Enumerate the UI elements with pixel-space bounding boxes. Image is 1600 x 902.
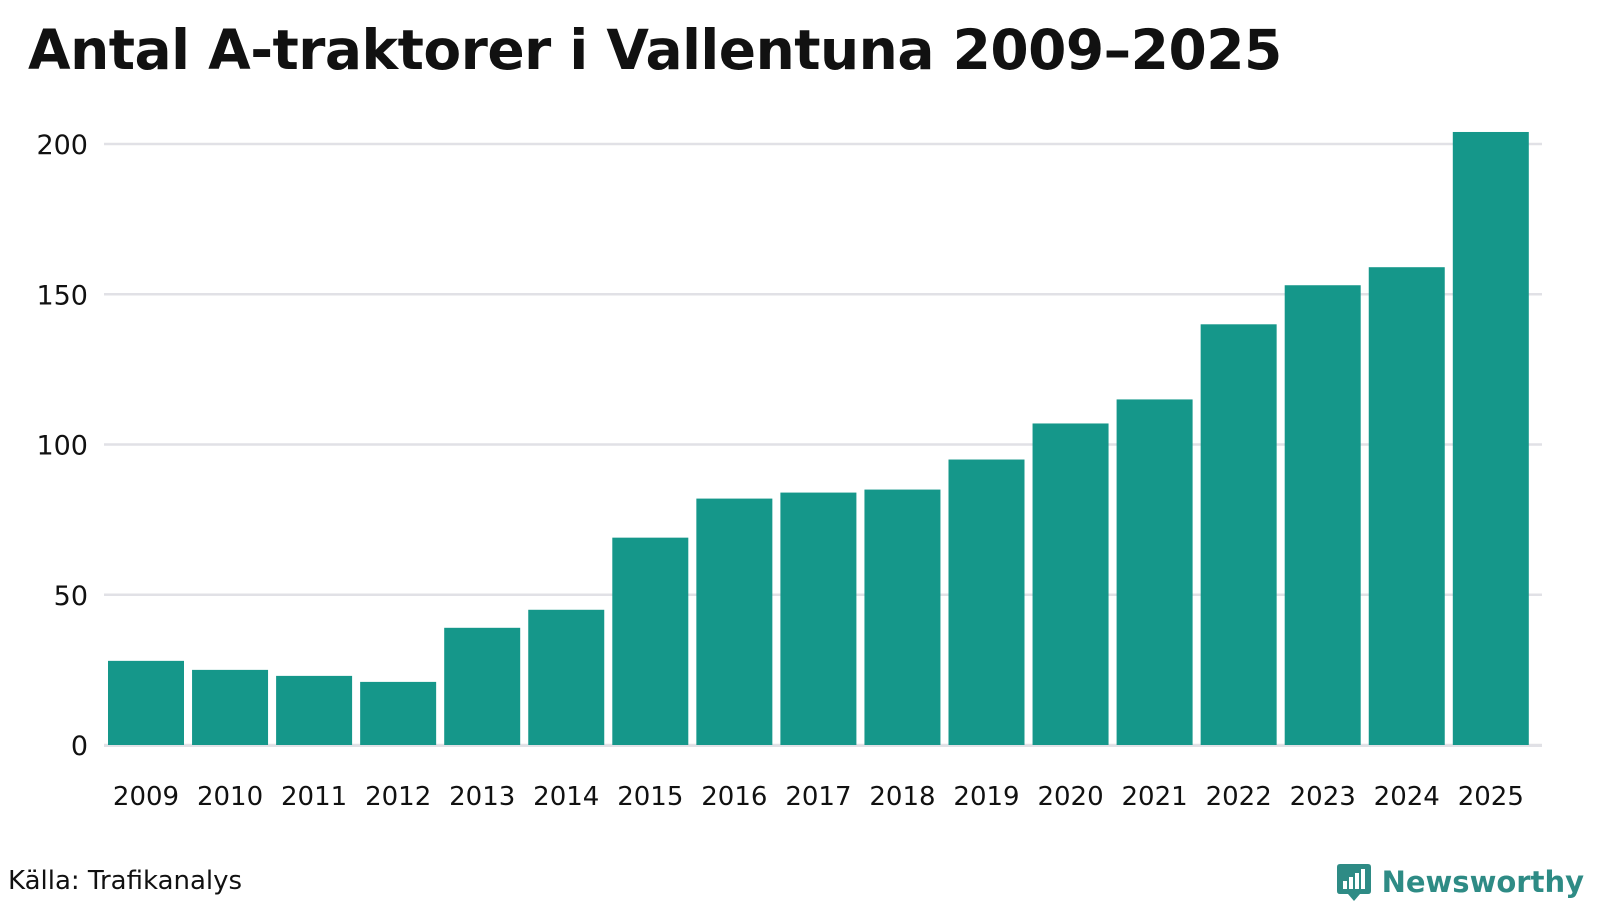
- bar-2023: [1284, 285, 1361, 745]
- bar-2009: [108, 660, 184, 745]
- bar-2018: [864, 489, 941, 745]
- x-tick-label: 2012: [365, 782, 431, 812]
- x-tick-label: 2011: [281, 782, 347, 812]
- bar-2013: [444, 627, 521, 745]
- x-tick-label: 2023: [1290, 782, 1356, 812]
- y-tick-label: 0: [71, 731, 88, 762]
- bar-chart: 0 50 100 150 200 2009 2010 2011 2012 2013 2014 201…: [36, 130, 1542, 812]
- chart-title: Antal A-traktorer i Vallentuna 2009–2025: [28, 18, 1282, 82]
- newsworthy-logo-icon: [1336, 864, 1371, 901]
- x-tick-label: 2017: [785, 782, 851, 812]
- x-tick-label: 2009: [113, 782, 179, 812]
- x-tick-label: 2020: [1037, 782, 1103, 812]
- x-tick-label: 2024: [1374, 782, 1440, 812]
- x-tick-label: 2019: [953, 782, 1019, 812]
- x-tick-label: 2010: [197, 782, 263, 812]
- y-tick-label: 50: [54, 581, 88, 612]
- bar-2017: [780, 492, 857, 745]
- bar-2016: [696, 498, 773, 745]
- bar-2010: [192, 669, 269, 745]
- source-note: Källa: Trafikanalys: [8, 866, 243, 896]
- x-tick-label: 2022: [1206, 782, 1272, 812]
- bar-2020: [1032, 423, 1109, 745]
- brand-logo: Newsworthy: [1336, 862, 1584, 902]
- x-axis-ticks: 2009 2010 2011 2012 2013 2014 2015 2016 2017 2018…: [113, 782, 1524, 812]
- x-tick-label: 2021: [1122, 782, 1188, 812]
- bar-2021: [1116, 399, 1193, 745]
- y-tick-label: 200: [36, 130, 88, 161]
- brand-name: Newsworthy: [1381, 865, 1584, 899]
- y-tick-label: 150: [36, 280, 88, 311]
- y-tick-label: 100: [36, 431, 88, 462]
- bar-2022: [1200, 324, 1277, 745]
- bars: [108, 131, 1529, 746]
- x-tick-label: 2015: [617, 782, 683, 812]
- bar-2014: [528, 609, 605, 745]
- bar-2019: [948, 459, 1025, 745]
- x-tick-label: 2018: [869, 782, 935, 812]
- x-tick-label: 2016: [701, 782, 767, 812]
- bar-2025: [1452, 131, 1529, 746]
- bar-2024: [1368, 267, 1445, 745]
- bar-2012: [360, 681, 437, 745]
- y-axis-ticks: 0 50 100 150 200: [36, 130, 88, 762]
- bar-2011: [276, 675, 353, 745]
- bar-2015: [612, 537, 689, 745]
- x-tick-label: 2014: [533, 782, 599, 812]
- x-tick-label: 2025: [1458, 782, 1524, 812]
- x-tick-label: 2013: [449, 782, 515, 812]
